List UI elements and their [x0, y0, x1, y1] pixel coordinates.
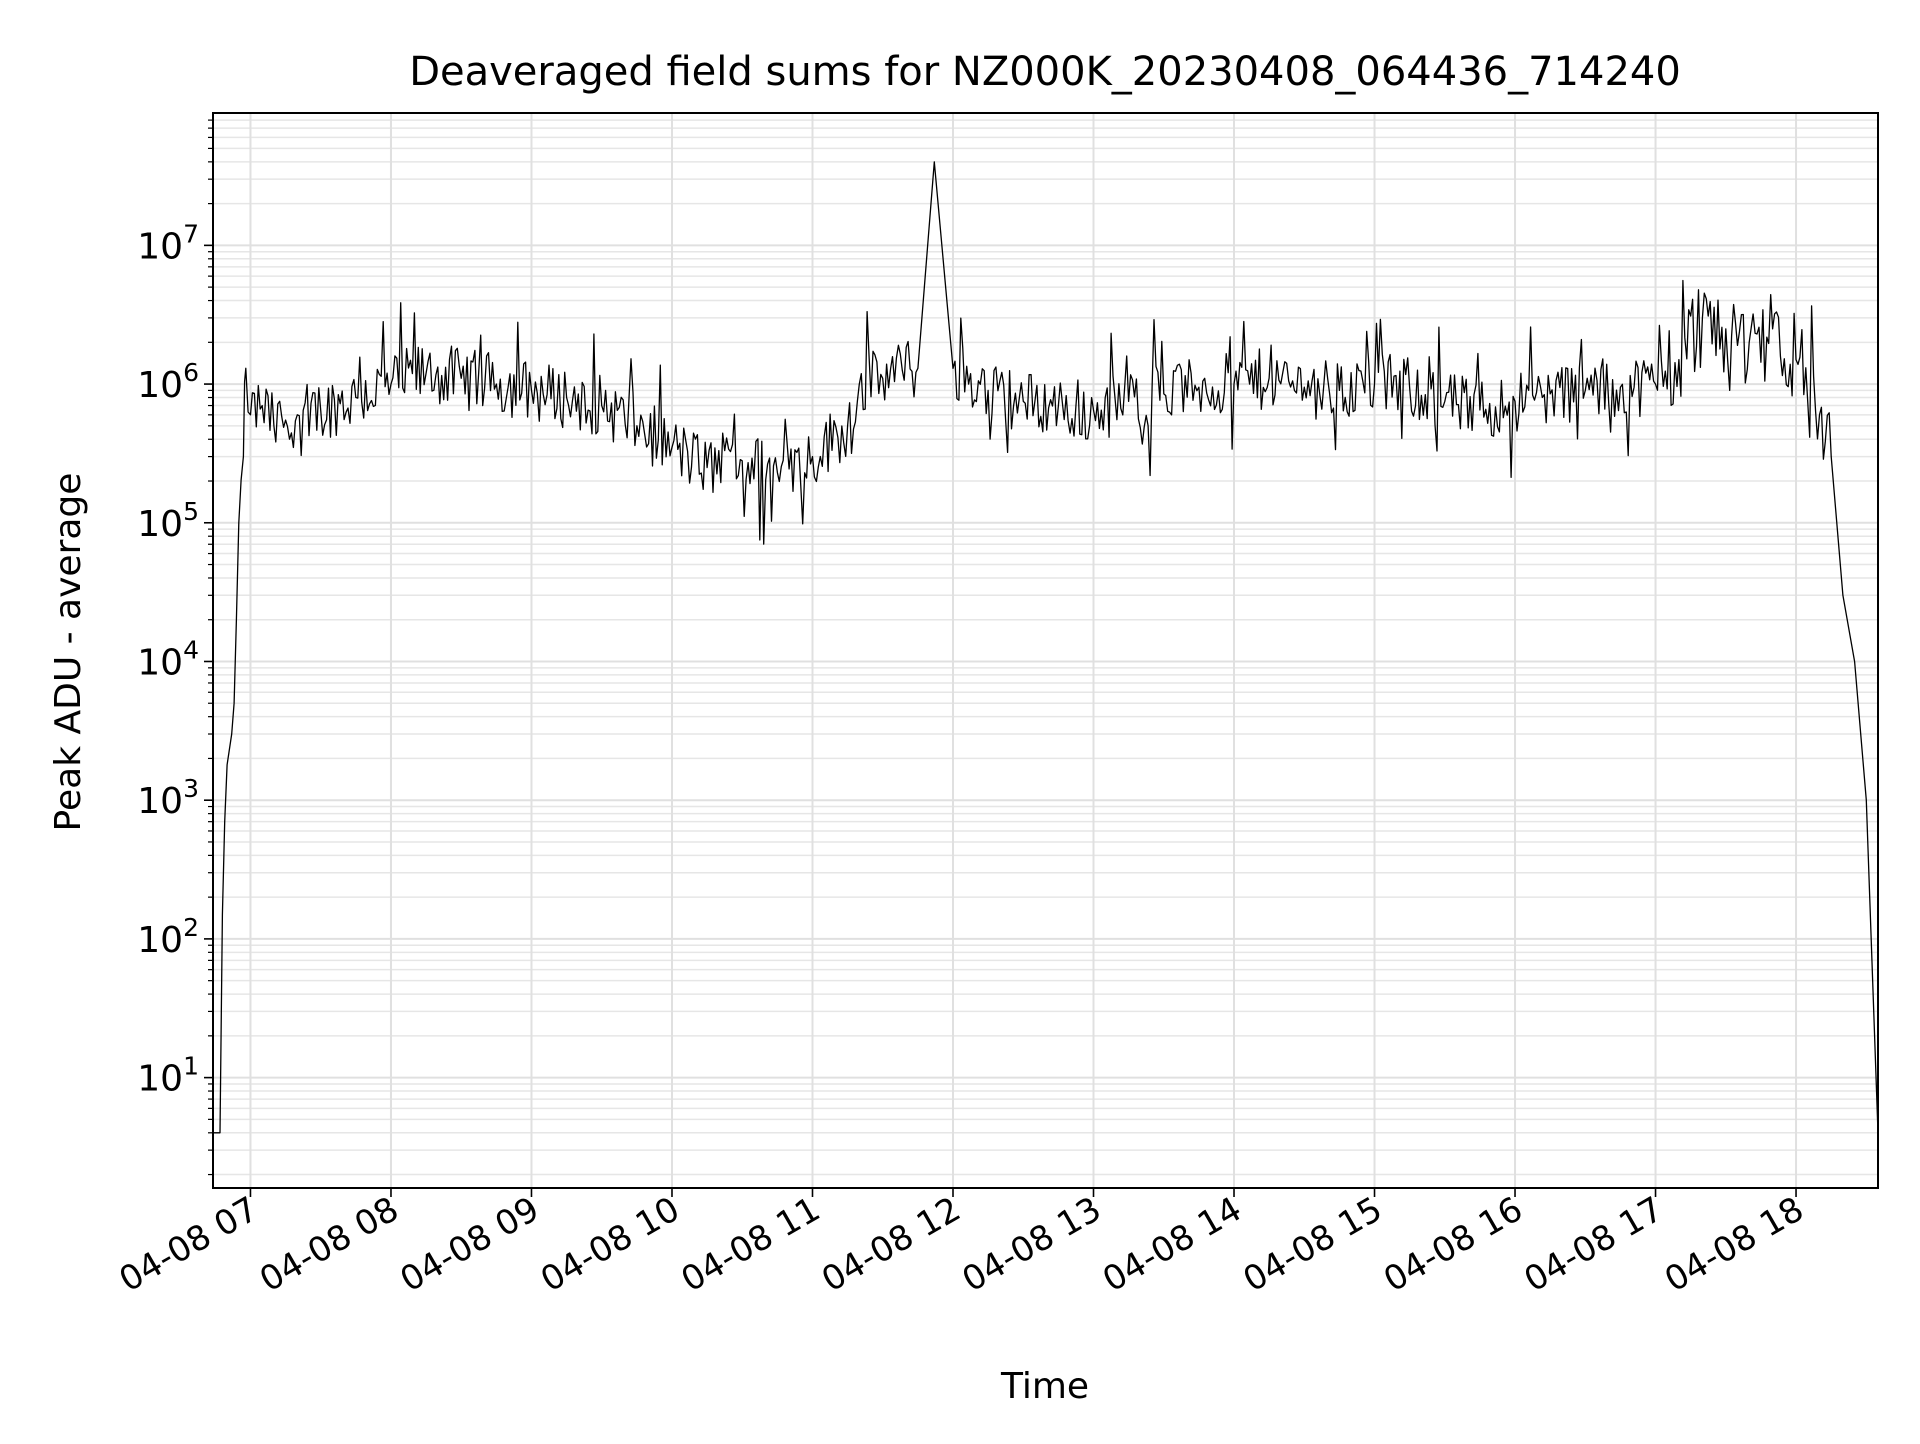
y-tick-label: 107	[137, 219, 199, 267]
grid-lines	[213, 113, 1878, 1188]
x-axis-label: Time	[1000, 1366, 1089, 1407]
chart-title: Deaveraged field sums for NZ000K_2023040…	[409, 49, 1681, 95]
y-tick-label: 101	[137, 1052, 199, 1100]
y-axis-label: Peak ADU - average	[48, 473, 89, 832]
y-tick-label: 105	[137, 497, 199, 545]
y-tick-label: 102	[137, 913, 199, 961]
y-tick-label: 104	[137, 635, 199, 683]
plot-frame	[212, 112, 1879, 1189]
series-line	[213, 161, 1879, 1134]
series-layer	[213, 161, 1879, 1134]
y-tick-label: 103	[137, 774, 199, 822]
y-tick-label: 106	[137, 358, 199, 406]
